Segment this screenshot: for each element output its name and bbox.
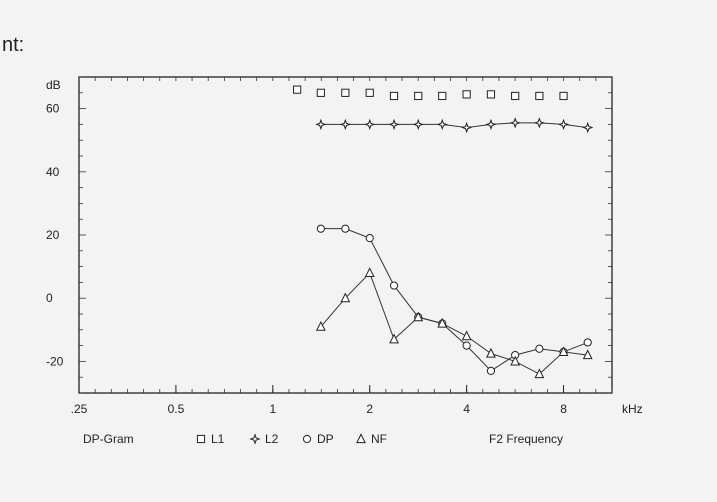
series-nf: [315, 267, 593, 379]
series-dp: [316, 224, 592, 375]
data-point: [339, 118, 352, 131]
x-axis-unit: kHz: [622, 402, 643, 416]
legend-item: NF: [356, 432, 387, 446]
data-point: [365, 234, 374, 243]
legend-label: L2: [265, 432, 279, 446]
x-minor-ticks: [78, 77, 613, 393]
legend-marker: [196, 434, 206, 444]
data-point: [315, 320, 326, 331]
data-point: [559, 91, 568, 101]
data-point: [462, 90, 471, 99]
series-line: [320, 271, 588, 375]
data-point: [315, 118, 327, 131]
data-point: [340, 292, 351, 303]
data-point: [460, 121, 473, 134]
series-line: [320, 228, 588, 372]
data-point: [461, 330, 472, 341]
header-fragment: nt:: [2, 34, 25, 56]
data-point: [389, 281, 399, 290]
y-tick-label: 20: [46, 228, 60, 242]
legend-marker: [249, 433, 261, 445]
series-line: [320, 122, 588, 129]
data-point: [558, 346, 569, 357]
y-tick-label: 60: [46, 102, 60, 116]
legend-marker: [302, 434, 312, 444]
data-point: [462, 341, 471, 350]
y-minor-ticks: [79, 76, 612, 394]
data-point: [486, 90, 496, 99]
data-point: [582, 349, 593, 360]
data-point: [365, 88, 374, 97]
legend-item: DP: [302, 432, 334, 446]
data-point: [486, 347, 496, 358]
data-point: [583, 338, 592, 347]
data-point: [535, 91, 544, 101]
legend-item: L2: [249, 432, 279, 446]
data-point: [341, 224, 350, 233]
x-tick-label: 2: [366, 402, 373, 416]
y-tick-label: -20: [46, 354, 64, 368]
x-tick-label: 8: [560, 402, 567, 416]
data-point: [438, 91, 447, 101]
data-point: [414, 91, 423, 101]
data-point: [510, 355, 521, 366]
x-tick-label: .25: [71, 402, 88, 416]
y-tick-label: 40: [46, 165, 60, 179]
data-point: [485, 118, 497, 131]
legend-label: DP: [317, 432, 334, 446]
data-point: [437, 317, 448, 328]
data-point: [535, 344, 544, 353]
x-tick-label: 0.5: [168, 402, 185, 416]
x-axis-title: F2 Frequency: [489, 432, 563, 446]
data-point: [533, 117, 546, 129]
series-l2: [315, 117, 594, 134]
data-point: [413, 311, 424, 322]
legend-title: DP-Gram: [83, 432, 134, 446]
x-tick-label: 4: [463, 402, 470, 416]
data-point: [316, 224, 325, 233]
data-point: [511, 91, 520, 101]
data-point: [389, 91, 399, 101]
data-point: [436, 118, 448, 131]
data-point: [316, 88, 325, 97]
data-point: [509, 117, 521, 129]
data-point: [364, 118, 376, 131]
y-tick-label: 0: [46, 291, 53, 305]
data-point: [486, 366, 496, 375]
series-l1: [293, 85, 568, 101]
data-point: [388, 118, 400, 131]
data-point: [534, 368, 545, 379]
data-point: [389, 333, 399, 344]
legend-label: NF: [371, 432, 387, 446]
legend-item: L1: [196, 432, 225, 446]
data-point: [412, 118, 424, 131]
y-axis-unit: dB: [46, 78, 61, 92]
data-point: [341, 88, 350, 97]
data-point: [582, 121, 594, 134]
data-point: [557, 118, 570, 131]
x-tick-label: 1: [269, 402, 276, 416]
legend-label: L1: [211, 432, 225, 446]
legend-marker: [356, 433, 366, 444]
data-point: [364, 267, 375, 278]
data-point: [293, 85, 302, 94]
